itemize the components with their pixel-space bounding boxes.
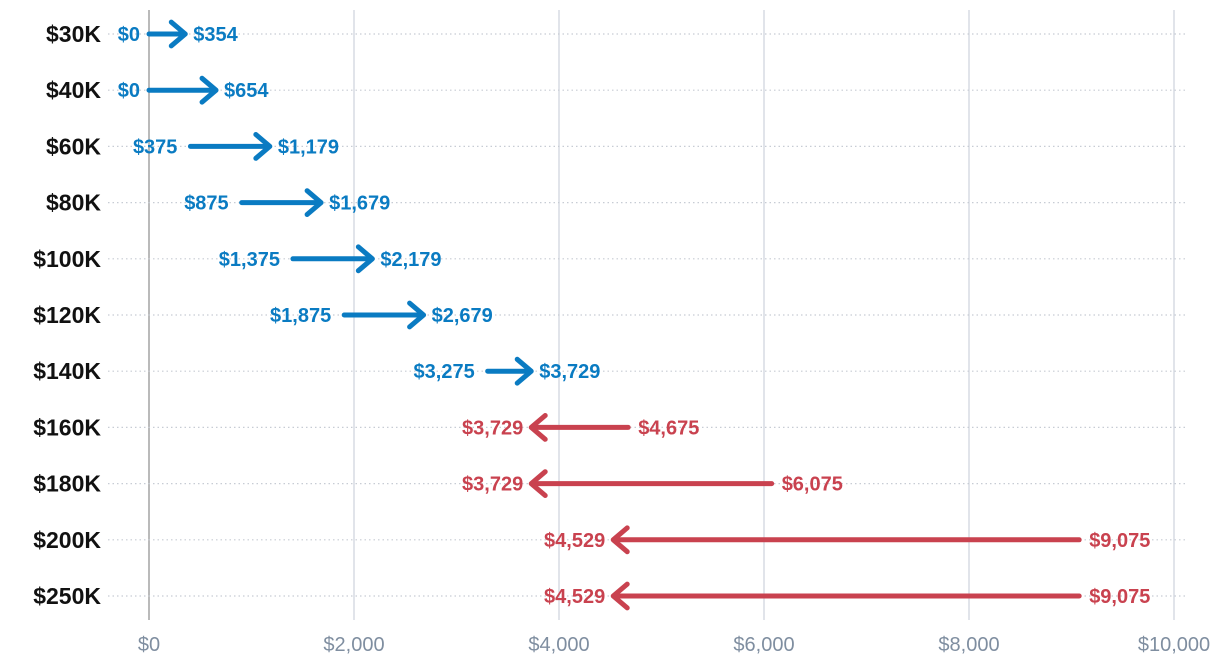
to-value-label: $2,179 [380,249,441,271]
from-value-label: $4,675 [638,417,699,439]
to-value-label: $1,179 [278,136,339,158]
row-label: $80K [46,190,101,216]
arrow-head [199,75,219,105]
arrow-head [168,19,188,49]
to-value-label: $3,729 [462,474,523,496]
arrow-head [528,413,548,442]
to-value-label: $4,529 [544,530,605,552]
from-value-label: $0 [118,80,140,102]
arrow-head [528,469,548,498]
row-label: $60K [46,133,101,159]
arrow-head [304,188,324,217]
from-value-label: $0 [118,24,140,46]
to-value-label: $3,729 [539,361,600,383]
row-label: $120K [33,302,101,328]
to-value-label: $3,729 [462,417,523,439]
x-tick-label: $6,000 [733,634,794,656]
x-tick-label: $0 [138,634,160,656]
from-value-label: $9,075 [1089,586,1150,608]
to-value-label: $354 [193,24,238,46]
row-label: $140K [33,358,101,384]
from-value-label: $875 [184,193,229,215]
from-value-label: $9,075 [1089,530,1150,552]
row-label: $200K [33,527,101,553]
to-value-label: $4,529 [544,586,605,608]
from-value-label: $3,275 [414,361,475,383]
x-tick-label: $4,000 [528,634,589,656]
from-value-label: $1,375 [219,249,280,271]
x-tick-label: $2,000 [323,634,384,656]
x-tick-label: $10,000 [1138,634,1210,656]
arrow-head [610,581,630,611]
to-value-label: $654 [224,80,269,102]
row-label: $250K [33,583,101,609]
from-value-label: $6,075 [782,474,843,496]
arrow-head [253,132,273,161]
row-label: $160K [33,414,101,440]
arrow-head [610,525,630,555]
row-label: $30K [46,21,101,47]
arrow-head [407,300,427,330]
row-label: $40K [46,77,101,103]
x-tick-label: $8,000 [938,634,999,656]
row-label: $100K [33,246,101,272]
from-value-label: $1,875 [270,305,331,327]
to-value-label: $2,679 [432,305,493,327]
arrow-head [355,244,375,274]
from-value-label: $375 [133,136,178,158]
row-label: $180K [33,471,101,497]
to-value-label: $1,679 [329,193,390,215]
arrow-head [514,356,534,386]
